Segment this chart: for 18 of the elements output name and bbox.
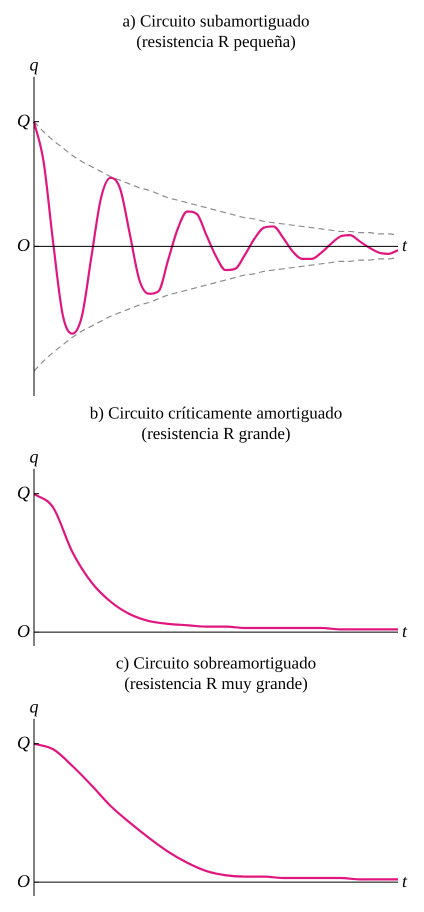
chart-title: b) Circuito críticamente amortiguado (90, 404, 342, 423)
text: Q (17, 110, 30, 130)
chart-subtitle: (resistencia R muy grande) (124, 674, 308, 694)
text: O (17, 620, 30, 641)
chart-title: a) Circuito subamortiguado (122, 12, 310, 31)
x-axis-title: t (402, 235, 408, 256)
chart-subtitle: (resistencia R pequeña) (136, 32, 296, 52)
y-axis-title: q (30, 696, 38, 717)
text: Q (17, 482, 30, 502)
text: O (17, 235, 30, 256)
text: Q (17, 732, 30, 752)
x-axis-title: t (402, 870, 408, 891)
chart-subtitle: (resistencia R grande) (141, 424, 291, 444)
chart-title: c) Circuito sobreamortiguado (116, 654, 316, 673)
x-axis-title: t (402, 620, 408, 641)
y-axis-title: q (30, 446, 38, 467)
text: O (17, 870, 30, 891)
y-axis-title: q (30, 54, 38, 75)
